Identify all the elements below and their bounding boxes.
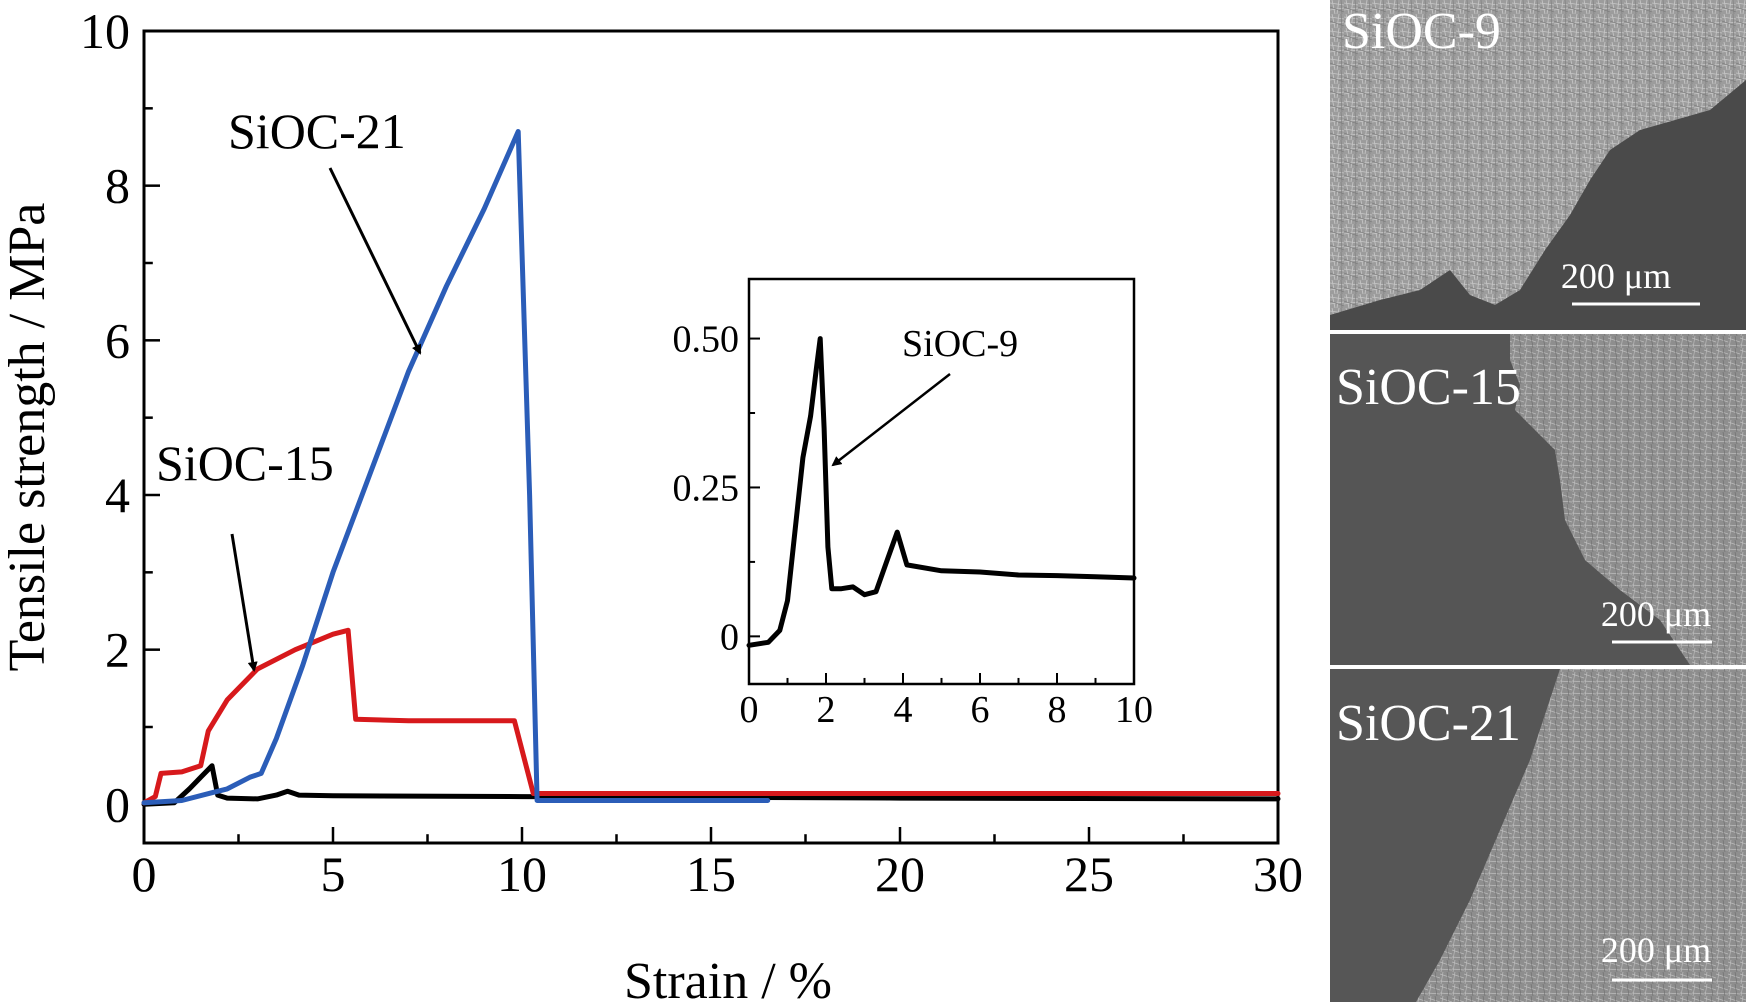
main-x-tick-label-20: 20 — [875, 846, 925, 902]
inset-x-tick-label-6: 6 — [971, 689, 990, 731]
sem-scale-label-siloc-15: 200 μm — [1601, 594, 1711, 634]
inset-series — [746, 336, 1137, 648]
sem-fiber-mat-siloc-21 — [1416, 669, 1746, 1002]
annotation-siloc-9-label: SiOC-9 — [902, 323, 1018, 365]
inset-y-tick-label-0: 0 — [720, 616, 739, 658]
inset-plot-frame — [747, 277, 1136, 686]
sem-title-siloc-15: SiOC-15 — [1336, 359, 1521, 416]
main-x-tick-label-15: 15 — [686, 846, 736, 902]
main-y-tick-label-8: 8 — [105, 158, 130, 214]
main-y-tick-label-2: 2 — [105, 622, 130, 678]
main-series-line-sioc-9 — [141, 763, 1281, 807]
inset-x-tick-label-2: 2 — [817, 689, 836, 731]
inset-chart: 0 2 4 6 8 10 0 0.25 0.50 SiOC-9 — [673, 277, 1154, 731]
sem-title-siloc-9: SiOC-9 — [1342, 3, 1501, 60]
main-y-tick-label-4: 4 — [105, 467, 130, 523]
main-x-tick-label-25: 25 — [1064, 846, 1114, 902]
inset-x-tick-label-8: 8 — [1048, 689, 1067, 731]
inset-y-tick-label-0-25: 0.25 — [673, 467, 740, 509]
inset-x-tick-label-10: 10 — [1115, 689, 1153, 731]
annotation-siloc-9-arrow — [831, 373, 951, 467]
main-y-tick-label-0: 0 — [105, 776, 130, 832]
main-x-tick-label-5: 5 — [321, 846, 346, 902]
sem-panel-siloc-9: SiOC-9 200 μm — [1330, 0, 1746, 330]
sem-panels: SiOC-9 200 μm SiOC-15 200 μm SiOC-21 200… — [1330, 0, 1746, 1002]
main-x-tick-label-0: 0 — [132, 846, 157, 902]
main-x-tick-label-30: 30 — [1253, 846, 1303, 902]
inset-y-tick-label-0-50: 0.50 — [673, 319, 740, 361]
sem-panel-siloc-15: SiOC-15 200 μm — [1330, 334, 1746, 665]
inset-series-line-sioc-9 — [746, 336, 1137, 648]
sem-fiber-mat-siloc-15 — [1510, 334, 1746, 665]
main-y-tick-label-6: 6 — [105, 312, 130, 368]
main-y-tick-label-10: 10 — [80, 3, 130, 59]
sem-scale-label-siloc-9: 200 μm — [1561, 256, 1671, 296]
main-series — [141, 129, 1281, 807]
sem-panel-siloc-21: SiOC-21 200 μm — [1330, 669, 1746, 1002]
main-y-axis-title: Tensile strength / MPa — [0, 203, 56, 672]
inset-ticks: 0 2 4 6 8 10 0 0.25 0.50 — [673, 319, 1154, 731]
annotation-siloc-21-arrow — [328, 167, 422, 355]
sem-title-siloc-21: SiOC-21 — [1336, 695, 1521, 752]
main-x-axis-title: Strain / % — [624, 953, 832, 1002]
main-series-line-sioc-15 — [141, 627, 1281, 806]
main-x-tick-label-10: 10 — [497, 846, 547, 902]
annotation-siloc-21-label: SiOC-21 — [228, 103, 406, 159]
sem-scale-label-siloc-21: 200 μm — [1601, 930, 1711, 970]
main-series-line-sioc-21 — [141, 129, 771, 806]
inset-x-tick-label-4: 4 — [894, 689, 913, 731]
sem-fiber-mat-siloc-9 — [1330, 0, 1746, 315]
annotation-siloc-15-arrow — [230, 533, 258, 672]
annotation-siloc-15-label: SiOC-15 — [156, 435, 334, 491]
inset-x-tick-label-0: 0 — [740, 689, 759, 731]
